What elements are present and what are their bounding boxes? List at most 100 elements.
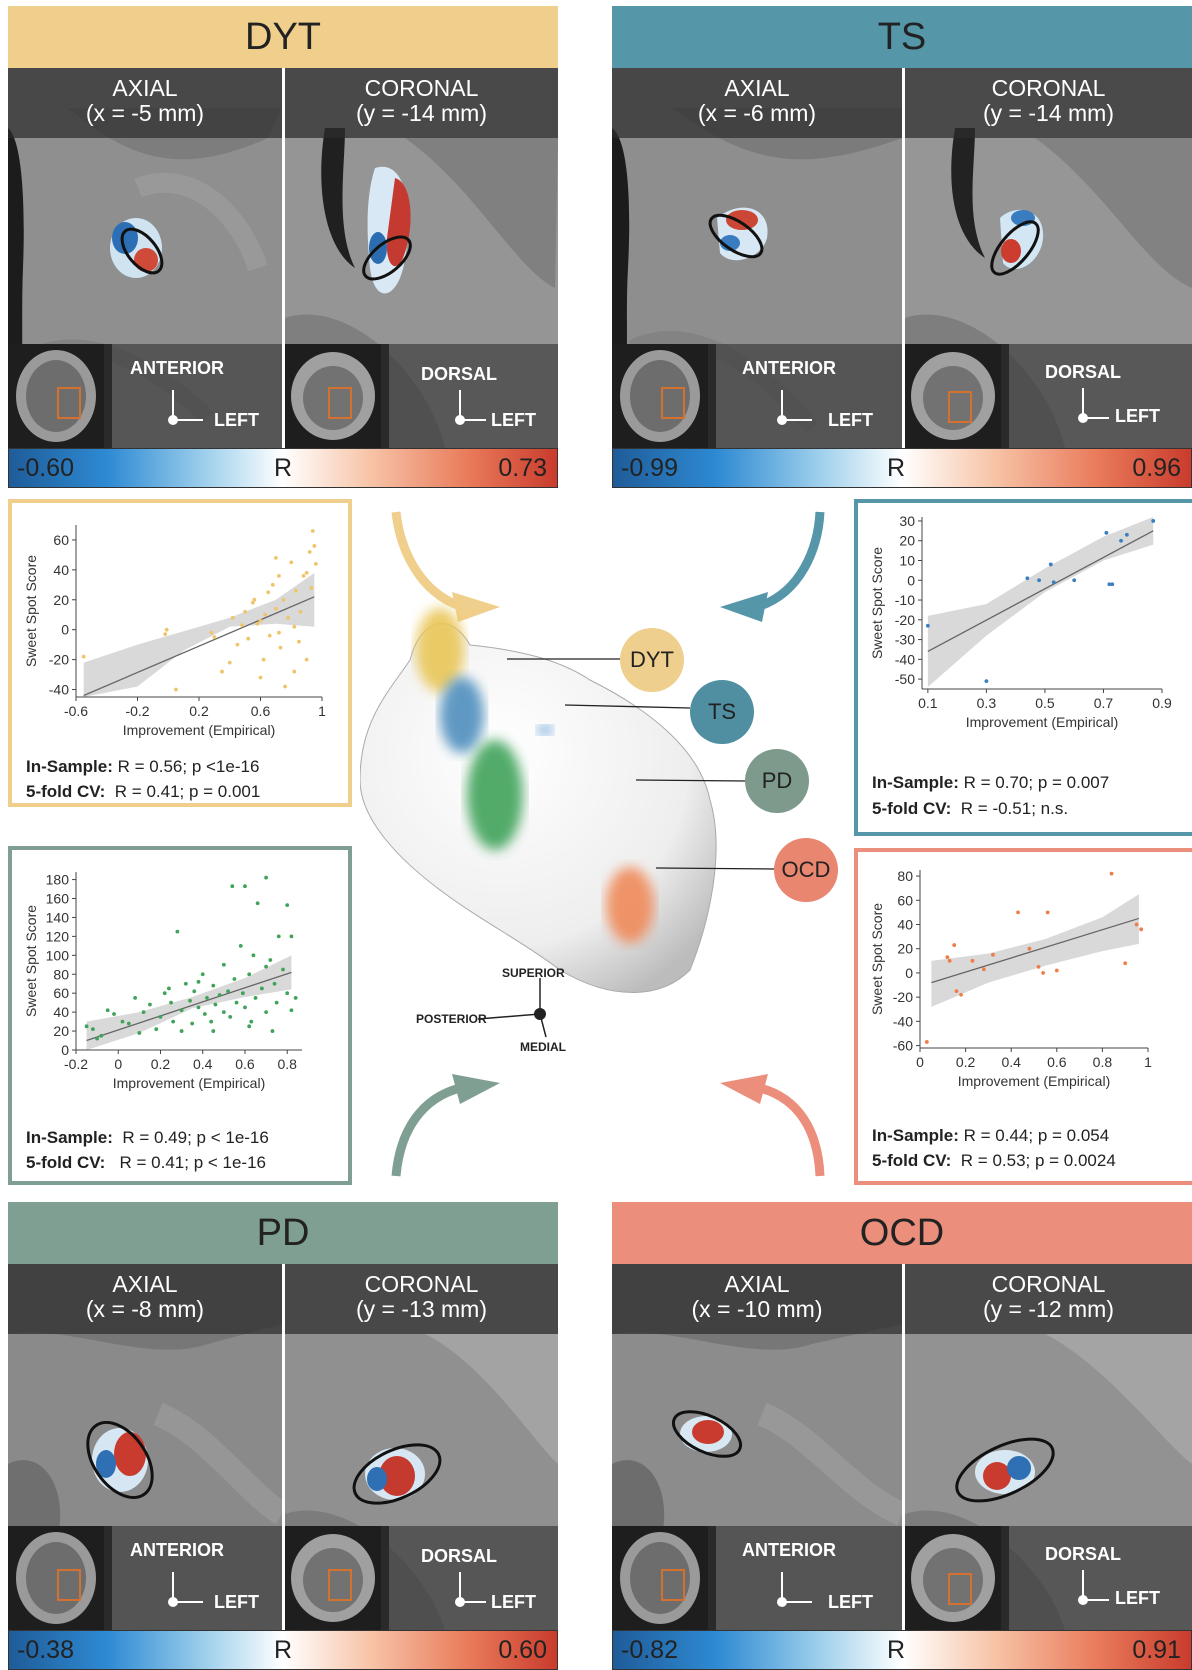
data-point <box>148 1002 152 1007</box>
orientation-axes <box>455 390 486 425</box>
data-point <box>243 884 247 889</box>
data-point <box>258 618 263 623</box>
data-point <box>200 972 205 977</box>
data-point <box>292 624 297 629</box>
orientation-axes <box>1078 388 1109 423</box>
data-point <box>179 1008 184 1013</box>
orient-direction: ANTERIOR <box>742 1540 836 1560</box>
data-point <box>266 590 271 595</box>
data-point <box>227 660 232 665</box>
panel-title: PD <box>8 1202 558 1264</box>
x-tick-label: 1 <box>1144 1054 1152 1070</box>
data-point <box>250 600 255 605</box>
view-separator <box>282 68 285 448</box>
panel-title: DYT <box>8 6 558 68</box>
arrow-ts-head <box>720 592 768 622</box>
data-point <box>272 981 277 986</box>
data-point <box>285 903 290 908</box>
bubble-ocd: OCD <box>774 838 838 902</box>
y-tick-label: 40 <box>53 562 69 578</box>
colorbar-min: -0.60 <box>17 454 74 482</box>
bubble-dyt: DYT <box>620 628 684 692</box>
data-point <box>264 964 268 969</box>
data-point <box>226 989 230 994</box>
y-tick-label: 60 <box>53 532 69 548</box>
orient-direction: DORSAL <box>421 364 497 384</box>
coronal-view: CORONAL (y = -12 mm) DORSAL LEFT <box>905 1264 1192 1630</box>
orient-medial: MEDIAL <box>520 1040 566 1054</box>
stat-value: R = 0.41; p = 0.001 <box>105 782 261 801</box>
arrow-ts <box>758 511 825 611</box>
stat-in-sample: In-Sample: R = 0.70; p = 0.007 <box>872 773 1109 793</box>
scatter-chart-pd: -0.2 0 0.2 0.4 0.6 0.802040608010012014016018… <box>23 872 302 1091</box>
data-point <box>169 1000 173 1005</box>
data-point <box>925 623 930 628</box>
data-point <box>304 657 309 662</box>
data-point <box>230 615 235 620</box>
x-tick-label: 0 <box>114 1056 122 1072</box>
stat-label: In-Sample: <box>872 773 959 792</box>
y-tick-label: -20 <box>49 652 69 668</box>
x-tick-label: 0.6 <box>251 703 271 719</box>
stat-label: 5-fold CV: <box>26 1153 106 1172</box>
arrow-pd <box>391 1083 462 1177</box>
stat-value: R = 0.41; p < 1e-16 <box>105 1153 267 1172</box>
y-tick-label: 160 <box>46 891 70 907</box>
y-tick-label: -20 <box>893 989 913 1005</box>
x-tick-label: 0.9 <box>1152 695 1172 711</box>
data-point <box>268 958 273 962</box>
y-tick-label: 20 <box>897 941 913 957</box>
view-label: AXIAL <box>112 75 178 101</box>
data-point <box>289 1008 294 1013</box>
confidence-band <box>83 572 315 697</box>
colorbar-label: R <box>886 1636 906 1664</box>
x-tick-label: 0.8 <box>277 1056 297 1072</box>
y-tick-label: -40 <box>893 1013 913 1029</box>
orient-left: LEFT <box>828 410 873 430</box>
orientation-box: DORSAL LEFT <box>905 1526 1192 1630</box>
brain-thumbnail <box>285 1526 389 1630</box>
stat-label: 5-fold CV: <box>26 782 106 801</box>
orientation-box: DORSAL LEFT <box>285 1526 558 1630</box>
view-coordinate: (x = -5 mm) <box>85 100 205 126</box>
arrow-ocd-head <box>720 1074 768 1104</box>
data-point <box>133 996 138 1000</box>
stat-in-sample: In-Sample: R = 0.44; p = 0.054 <box>872 1126 1109 1146</box>
data-point <box>945 955 950 960</box>
coronal-view: CORONAL (y = -14 mm) DORSAL LEFT <box>905 68 1192 448</box>
views: AXIAL (x = -10 mm) ANTERIOR LEFT <box>612 1264 1192 1630</box>
data-point <box>183 981 188 986</box>
orient-direction: ANTERIOR <box>742 358 836 378</box>
scatter-box-dyt: -0.6 -0.2 0.2 0.6 1 -40 -20 0 20 40 60 Improvement … <box>8 499 352 807</box>
arrow-dyt <box>391 511 462 611</box>
data-point <box>209 1019 214 1024</box>
data-point <box>301 573 306 578</box>
data-point <box>981 967 986 972</box>
data-point <box>192 989 197 994</box>
data-point <box>211 1029 216 1033</box>
data-point <box>247 1024 252 1029</box>
view-header: AXIAL (x = -5 mm) <box>8 68 282 138</box>
colorbar-max: 0.91 <box>1132 1636 1181 1664</box>
data-point <box>307 550 312 554</box>
data-point <box>267 633 272 638</box>
orient-direction: ANTERIOR <box>130 358 224 378</box>
data-point <box>1048 562 1053 567</box>
data-point <box>276 934 281 939</box>
data-point <box>289 934 294 939</box>
view-separator <box>282 1264 285 1630</box>
data-point <box>240 623 244 628</box>
data-point <box>1110 582 1115 587</box>
data-point <box>228 1014 233 1019</box>
brain-thumbnail <box>612 1526 716 1630</box>
view-label: AXIAL <box>112 1271 178 1297</box>
data-point <box>258 675 263 680</box>
colorbar-max: 0.60 <box>498 1636 547 1664</box>
data-point <box>212 635 217 640</box>
x-tick-label: 0.6 <box>235 1056 255 1072</box>
orientation-box: DORSAL LEFT <box>285 344 558 448</box>
x-axis-label: Improvement (Empirical) <box>958 1073 1110 1089</box>
data-point <box>1025 576 1030 581</box>
data-point <box>270 582 275 587</box>
data-point <box>196 979 201 984</box>
